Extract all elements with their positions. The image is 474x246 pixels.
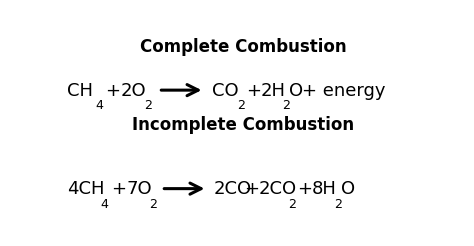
Text: 2CO: 2CO	[213, 180, 252, 198]
Text: Incomplete Combustion: Incomplete Combustion	[132, 116, 354, 134]
Text: 2: 2	[334, 198, 342, 211]
Text: 2H: 2H	[261, 82, 285, 100]
Text: 4: 4	[100, 198, 109, 211]
Text: 4: 4	[95, 99, 103, 112]
Text: +: +	[297, 180, 312, 198]
Text: 2: 2	[289, 198, 296, 211]
Text: 7O: 7O	[127, 180, 152, 198]
Text: 2O: 2O	[121, 82, 146, 100]
Text: 4CH: 4CH	[66, 180, 104, 198]
Text: O: O	[289, 82, 303, 100]
Text: CH: CH	[66, 82, 92, 100]
Text: Complete Combustion: Complete Combustion	[140, 38, 346, 56]
Text: CO: CO	[212, 82, 238, 100]
Text: +: +	[110, 180, 126, 198]
Text: 2: 2	[144, 99, 152, 112]
Text: 2CO: 2CO	[259, 180, 297, 198]
Text: 2: 2	[237, 99, 245, 112]
Text: 8H: 8H	[312, 180, 337, 198]
Text: 2: 2	[149, 198, 157, 211]
Text: 2: 2	[283, 99, 291, 112]
Text: + energy: + energy	[301, 82, 385, 100]
Text: O: O	[341, 180, 355, 198]
Text: +: +	[244, 180, 259, 198]
Text: +: +	[246, 82, 261, 100]
Text: +: +	[105, 82, 120, 100]
